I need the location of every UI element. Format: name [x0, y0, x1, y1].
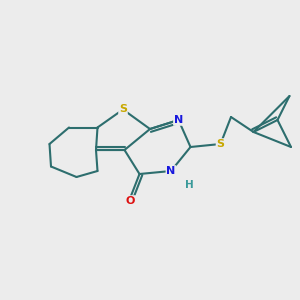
Text: S: S: [217, 139, 224, 149]
Text: N: N: [174, 115, 183, 125]
Text: H: H: [184, 179, 194, 190]
Text: N: N: [167, 166, 176, 176]
Text: S: S: [119, 104, 127, 115]
Text: O: O: [126, 196, 135, 206]
